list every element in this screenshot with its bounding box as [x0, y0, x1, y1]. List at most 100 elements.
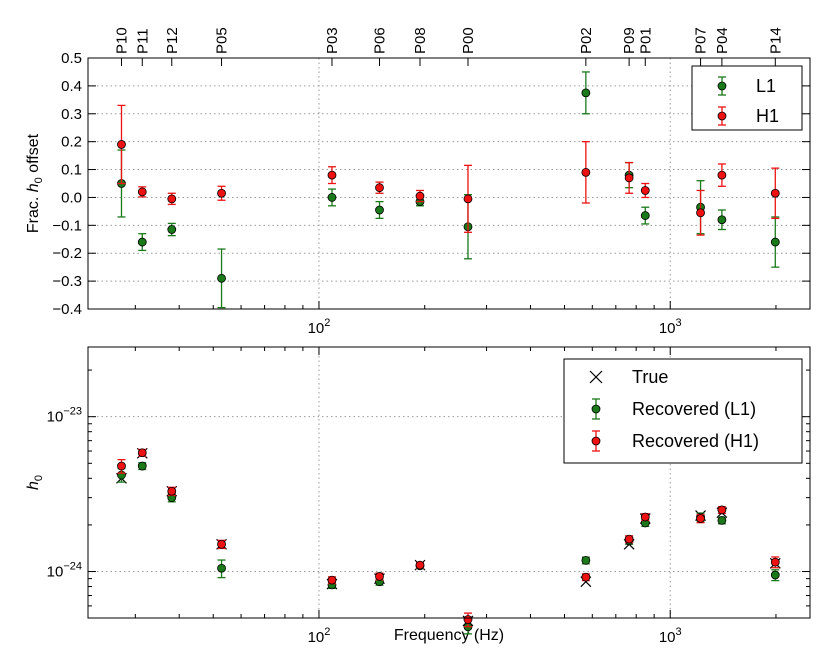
top-ytick-label: −0.2 [52, 245, 82, 262]
bottom-legend-label: Recovered (H1) [632, 431, 759, 451]
legend-marker [717, 111, 727, 121]
bottom-point-recovered [463, 615, 473, 624]
bottom-legend: True Recovered (L1) Recovered (H1) [563, 358, 803, 464]
bottom-series-Recovered (H1) [117, 448, 780, 628]
top-point-L1-P01 [640, 211, 650, 220]
bottom-series-Recovered (L1) [117, 461, 780, 635]
bottom-point-recovered [717, 515, 727, 525]
top-point-H1-P04 [717, 170, 727, 180]
bottom-ytick-label: 10−23 [47, 406, 82, 426]
top-axes-frame [87, 57, 811, 310]
top-xtick-label: 103 [659, 317, 682, 337]
bottom-ytick-label: 10−24 [47, 561, 82, 581]
bottom-point-recovered [327, 575, 337, 585]
pulsar-label-P14: P14 [767, 27, 784, 54]
pulsar-label-P07: P07 [693, 27, 710, 54]
bottom-point-recovered [117, 461, 126, 471]
top-legend-box [691, 65, 803, 131]
legend-marker [589, 370, 603, 384]
legend-marker [591, 436, 601, 446]
top-point-H1-P09 [624, 173, 634, 183]
top-point-H1-P01 [640, 186, 650, 195]
top-series-H1 [117, 104, 780, 236]
bottom-ylabel: h0 [25, 475, 45, 490]
bottom-xtick-label: 103 [659, 626, 682, 646]
pulsar-label-P03: P03 [324, 27, 341, 54]
top-point-L1-P03 [327, 193, 337, 202]
top-point-L1-P12 [167, 225, 177, 234]
top-legend-label: H1 [756, 106, 779, 126]
top-ylabel: Frac. h0 offset [25, 133, 45, 233]
bottom-legend-label: True [632, 367, 668, 387]
bottom-point-recovered [375, 572, 384, 581]
top-point-H1-P12 [167, 194, 177, 204]
top-ytick-label: 0.2 [61, 134, 82, 151]
top-ytick-label: 0.0 [61, 189, 82, 206]
pulsar-label-P04: P04 [714, 27, 731, 54]
top-ytick-label: −0.1 [52, 217, 82, 234]
legend-marker [591, 404, 601, 414]
bottom-point-recovered [581, 556, 591, 565]
top-point-H1-P00 [463, 194, 473, 204]
pulsar-label-P08: P08 [412, 27, 429, 54]
bottom-xtick-label: 102 [308, 626, 331, 646]
pulsar-label-P10: P10 [113, 27, 130, 54]
top-point-L1-P04 [717, 215, 727, 225]
top-point-L1-P05 [217, 273, 226, 283]
bottom-point-recovered [137, 448, 147, 458]
bottom-xlabel: Frequency (Hz) [394, 627, 504, 644]
bottom-legend-label: Recovered (L1) [632, 399, 756, 419]
bottom-point-recovered [624, 534, 634, 544]
bottom-point-recovered [770, 570, 780, 580]
top-panel: P10 P11 P12 P05 P03 P06 P08 P00 P02 P09 P01 P07 P04 P… [25, 27, 811, 337]
pulsar-label-P00: P00 [460, 27, 477, 54]
top-legend-label: L1 [756, 76, 776, 96]
bottom-point-recovered [167, 486, 177, 496]
bottom-legend-box [563, 358, 803, 464]
top-point-H1-P10 [117, 140, 126, 149]
top-point-H1-P02 [581, 167, 591, 177]
bottom-point-recovered [717, 505, 727, 515]
pulsar-label-P02: P02 [578, 27, 595, 54]
top-point-L1-P11 [137, 237, 147, 247]
top-point-H1-P05 [217, 188, 226, 198]
top-point-H1-P14 [770, 188, 780, 198]
top-xtick-label: 102 [308, 317, 331, 337]
top-ytick-label: 0.4 [61, 78, 82, 95]
top-point-H1-P07 [696, 208, 705, 218]
bottom-series-True [116, 447, 781, 627]
bottom-point-recovered [217, 539, 226, 549]
bottom-point-recovered [137, 461, 147, 471]
pulsar-label-P09: P09 [621, 27, 638, 54]
pulsar-label-P11: P11 [134, 28, 151, 54]
bottom-panel: 102 103 10−24 10−23 h0 Frequency (Hz) True Reco… [25, 346, 811, 646]
bottom-axes-frame [87, 346, 811, 619]
top-legend: L1 H1 [691, 65, 803, 131]
pulsar-label-P01: P01 [637, 27, 654, 54]
top-point-H1-P06 [375, 183, 384, 193]
top-series-L1 [117, 71, 780, 309]
top-point-H1-P11 [137, 187, 147, 197]
pulsar-label-P12: P12 [164, 27, 181, 54]
top-point-L1-P02 [581, 88, 591, 98]
bottom-point-recovered [415, 560, 425, 570]
pulsar-label-P06: P06 [371, 27, 388, 54]
top-point-H1-P03 [327, 170, 337, 180]
top-point-L1-P06 [375, 205, 384, 215]
legend-marker [717, 81, 727, 91]
bottom-point-recovered [696, 514, 705, 523]
top-point-L1-P14 [770, 237, 780, 247]
bottom-point-recovered [770, 557, 780, 567]
top-ytick-label: −0.3 [52, 273, 82, 290]
top-ytick-label: −0.4 [52, 301, 82, 318]
bottom-point-recovered [581, 572, 591, 582]
bottom-point-recovered [217, 563, 226, 573]
top-ytick-label: 0.1 [61, 162, 82, 179]
top-ytick-label: 0.5 [61, 50, 82, 67]
top-grid [88, 58, 810, 309]
bottom-point-recovered [640, 512, 650, 522]
top-point-H1-P08 [415, 191, 425, 201]
pulsar-label-P05: P05 [214, 27, 231, 54]
top-ytick-label: 0.3 [61, 106, 82, 123]
